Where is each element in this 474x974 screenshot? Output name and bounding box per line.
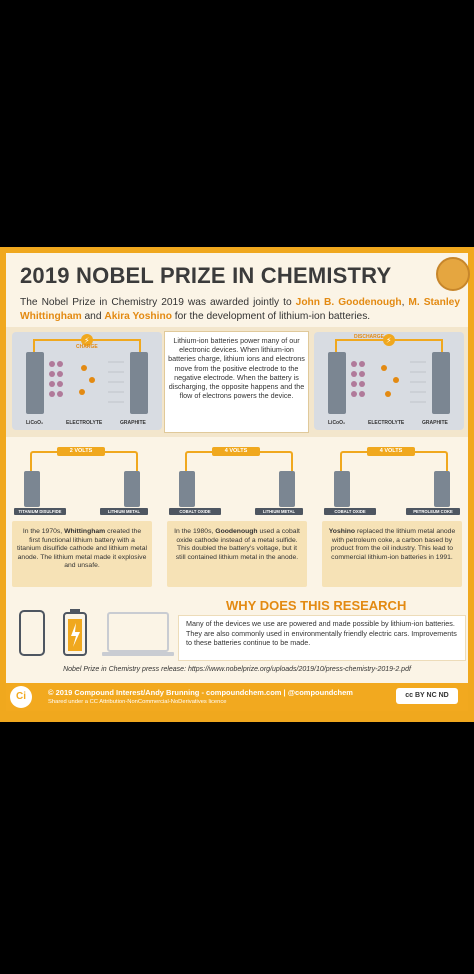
battery-diagram-band: ⚡ CHARGE LiCoO₂ ELECTROLYTE GRAPHITE Lit… [6, 327, 468, 437]
devices-illustration [19, 609, 174, 656]
footer: Ci © 2019 Compound Interest/Andy Brunnin… [6, 683, 468, 711]
cathode [334, 471, 350, 507]
page-title: 2019 NOBEL PRIZE IN CHEMISTRY [20, 263, 392, 288]
desc-rest: created the first functional lithium bat… [17, 528, 147, 570]
cell-yoshino: 4 VOLTS COBALT OXIDE PETROLEUM COKE [322, 441, 462, 515]
cathode [24, 471, 40, 507]
charge-diagram: ⚡ CHARGE LiCoO₂ ELECTROLYTE GRAPHITE [12, 332, 162, 430]
press-release-link[interactable]: Nobel Prize in Chemistry press release: … [63, 666, 411, 673]
intro-sep2: and [81, 311, 105, 322]
intro-part1: The Nobel Prize in Chemistry 2019 was aw… [20, 297, 296, 308]
cathode [179, 471, 195, 507]
cathode-label: TITANIUM DISULFIDE [14, 508, 66, 515]
desc-name: Whittingham [64, 528, 106, 535]
nobel-medal-icon [436, 257, 470, 291]
intro-sep1: , [401, 297, 409, 308]
discharge-right-label: GRAPHITE [422, 420, 448, 426]
svg-text:⚡: ⚡ [386, 336, 392, 345]
desc-lead: In the 1980s, [174, 528, 216, 535]
charge-right-label: GRAPHITE [120, 420, 146, 426]
charge-battery-illustration: ⚡ [26, 334, 148, 414]
desc-whittingham: In the 1970s, Whittingham created the fi… [12, 521, 152, 587]
anode-label: LITHIUM METAL [255, 508, 303, 515]
charge-left-label: LiCoO₂ [26, 420, 44, 426]
anode [434, 471, 450, 507]
intro-part2: for the development of lithium-ion batte… [171, 311, 371, 322]
why-text: Many of the devices we use are powered a… [186, 619, 457, 647]
laureate-yoshino: Akira Yoshino [104, 311, 172, 322]
charge-label: CHARGE [76, 344, 98, 350]
phone-icon [19, 610, 45, 656]
explanation-box: Lithium-ion batteries power many of our … [164, 331, 309, 433]
laptop-icon [107, 612, 169, 652]
desc-goodenough: In the 1980s, Goodenough used a cobalt o… [167, 521, 307, 587]
intro-text: The Nobel Prize in Chemistry 2019 was aw… [20, 296, 460, 324]
cell-goodenough: 4 VOLTS COBALT OXIDE LITHIUM METAL [167, 441, 307, 515]
discharge-battery-illustration: ⚡ [328, 334, 450, 414]
history-descriptions: In the 1970s, Whittingham created the fi… [6, 521, 468, 587]
cell-whittingham: 2 VOLTS TITANIUM DISULFIDE LITHIUM METAL [12, 441, 152, 515]
discharge-diagram: ⚡ DISCHARGE LiCoO₂ ELECTROLYTE GRAPHITE [314, 332, 464, 430]
charge-mid-label: ELECTROLYTE [66, 420, 103, 426]
anode [124, 471, 140, 507]
voltage-badge: 4 VOLTS [212, 447, 260, 456]
cathode-label: COBALT OXIDE [324, 508, 376, 515]
discharge-left-label: LiCoO₂ [328, 420, 346, 426]
compound-interest-logo: Ci [10, 686, 32, 708]
desc-name: Yoshino [328, 528, 356, 535]
voltage-badge: 4 VOLTS [367, 447, 415, 456]
cathode-label: COBALT OXIDE [169, 508, 221, 515]
voltage-badge: 2 VOLTS [57, 447, 105, 456]
desc-yoshino: Yoshino replaced the lithium metal anode… [322, 521, 462, 587]
desc-lead: In the 1970s, [22, 528, 65, 535]
discharge-label: DISCHARGE [354, 334, 385, 340]
cc-licence-badge: cc BY NC ND [396, 688, 458, 704]
infographic-card: 2019 NOBEL PRIZE IN CHEMISTRY The Nobel … [0, 247, 474, 722]
anode-label: PETROLEUM COKE [406, 508, 460, 515]
infographic-body: 2019 NOBEL PRIZE IN CHEMISTRY The Nobel … [6, 253, 470, 711]
desc-name: Goodenough [215, 528, 258, 535]
desc-rest: used a cobalt oxide cathode instead of a… [175, 528, 300, 561]
footer-credit: © 2019 Compound Interest/Andy Brunning -… [48, 688, 353, 697]
anode-label: LITHIUM METAL [100, 508, 148, 515]
laureate-goodenough: John B. Goodenough [295, 297, 402, 308]
laureate-whittingham: M. Stanley Whittingham [20, 297, 460, 322]
discharge-mid-label: ELECTROLYTE [368, 420, 405, 426]
why-panel [178, 615, 466, 661]
battery-evolution-row: 2 VOLTS TITANIUM DISULFIDE LITHIUM METAL… [6, 441, 468, 515]
svg-text:⚡: ⚡ [84, 336, 90, 345]
desc-rest: replaced the lithium metal anode with pe… [330, 528, 456, 561]
footer-licence: Shared under a CC Attribution-NonCommerc… [48, 699, 227, 705]
anode [279, 471, 295, 507]
